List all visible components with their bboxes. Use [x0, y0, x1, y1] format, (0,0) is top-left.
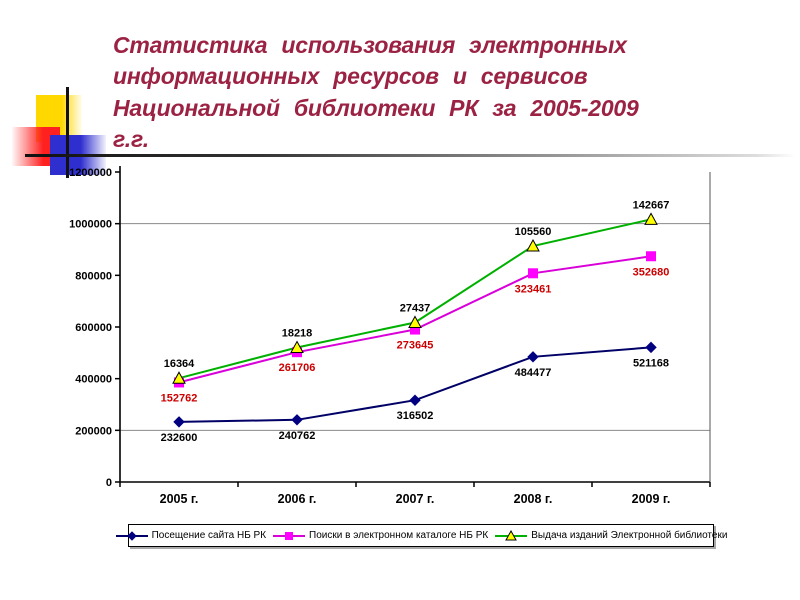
data-point-square — [410, 324, 420, 335]
data-label: 16364 — [164, 358, 195, 370]
data-point-triangle — [505, 529, 518, 540]
chart-legend: Посещение сайта НБ РК Поиски в электронно… — [115, 524, 727, 547]
decor-vertical-line — [66, 87, 69, 178]
data-label: 240762 — [279, 430, 316, 442]
legend-label: Поиски в электронном каталоге НБ РК — [309, 530, 489, 541]
y-tick-label: 0 — [106, 477, 112, 489]
data-point-diamond — [126, 530, 137, 541]
data-label: 232600 — [161, 432, 198, 444]
data-point-square — [528, 268, 538, 279]
data-point-diamond — [291, 414, 303, 426]
data-label: 27437 — [400, 302, 431, 314]
legend-triangle-marker — [495, 529, 528, 540]
data-point-triangle — [172, 371, 186, 384]
slide-title-line-3: Национальной библиотеки РК за 2005-2009 … — [113, 94, 639, 152]
data-label: 323461 — [515, 283, 552, 295]
data-label: 273645 — [397, 340, 434, 352]
legend-item: Посещение сайта НБ РК — [115, 530, 266, 542]
y-tick-label: 200000 — [75, 425, 112, 437]
data-point-triangle — [526, 238, 540, 252]
series-line — [178, 218, 652, 380]
legend-item: Поиски в электронном каталоге НБ РК — [272, 530, 488, 542]
data-label: 521168 — [633, 357, 669, 369]
x-category-label: 2008 г. — [514, 492, 553, 506]
x-category-label: 2009 г. — [632, 492, 671, 506]
data-point-square — [285, 531, 294, 540]
data-point-square — [646, 251, 656, 262]
slide-title: Статистика использования электронных инф… — [113, 30, 683, 155]
y-tick-label: 1000000 — [69, 219, 112, 231]
legend-square-marker — [273, 531, 306, 540]
y-tick-label: 600000 — [75, 322, 112, 334]
data-label: 316502 — [397, 410, 434, 422]
data-label: 18218 — [282, 327, 313, 339]
data-point-diamond — [527, 351, 539, 363]
y-tick-label: 400000 — [75, 374, 112, 386]
slide-title-line-2: информационных ресурсов и сервисов — [113, 63, 588, 90]
data-label: 142667 — [633, 199, 670, 211]
y-tick-label: 800000 — [75, 270, 112, 282]
data-point-diamond — [173, 416, 185, 428]
legend-label: Посещение сайта НБ РК — [151, 530, 267, 541]
data-label: 152762 — [161, 392, 198, 404]
legend-item: Выдача изданий Электронной библиотеки — [494, 529, 728, 542]
data-point-triangle — [644, 212, 658, 225]
data-point-diamond — [409, 394, 421, 406]
data-point-diamond — [645, 341, 657, 354]
legend-label: Выдача изданий Электронной библиотеки — [531, 530, 728, 541]
x-category-label: 2006 г. — [278, 492, 317, 506]
data-label: 352680 — [633, 266, 670, 278]
data-label: 105560 — [515, 226, 552, 238]
x-category-label: 2005 г. — [160, 492, 199, 506]
data-point-triangle — [408, 315, 422, 328]
x-category-label: 2007 г. — [396, 492, 435, 506]
data-label: 261706 — [279, 362, 316, 374]
decor-divider-line — [25, 154, 795, 157]
data-label: 484477 — [515, 367, 552, 379]
y-tick-label: 1200000 — [69, 167, 112, 179]
legend-diamond-marker — [115, 530, 148, 541]
slide-title-line-1: Статистика использования электронных — [113, 32, 627, 58]
data-point-triangle — [290, 340, 304, 353]
